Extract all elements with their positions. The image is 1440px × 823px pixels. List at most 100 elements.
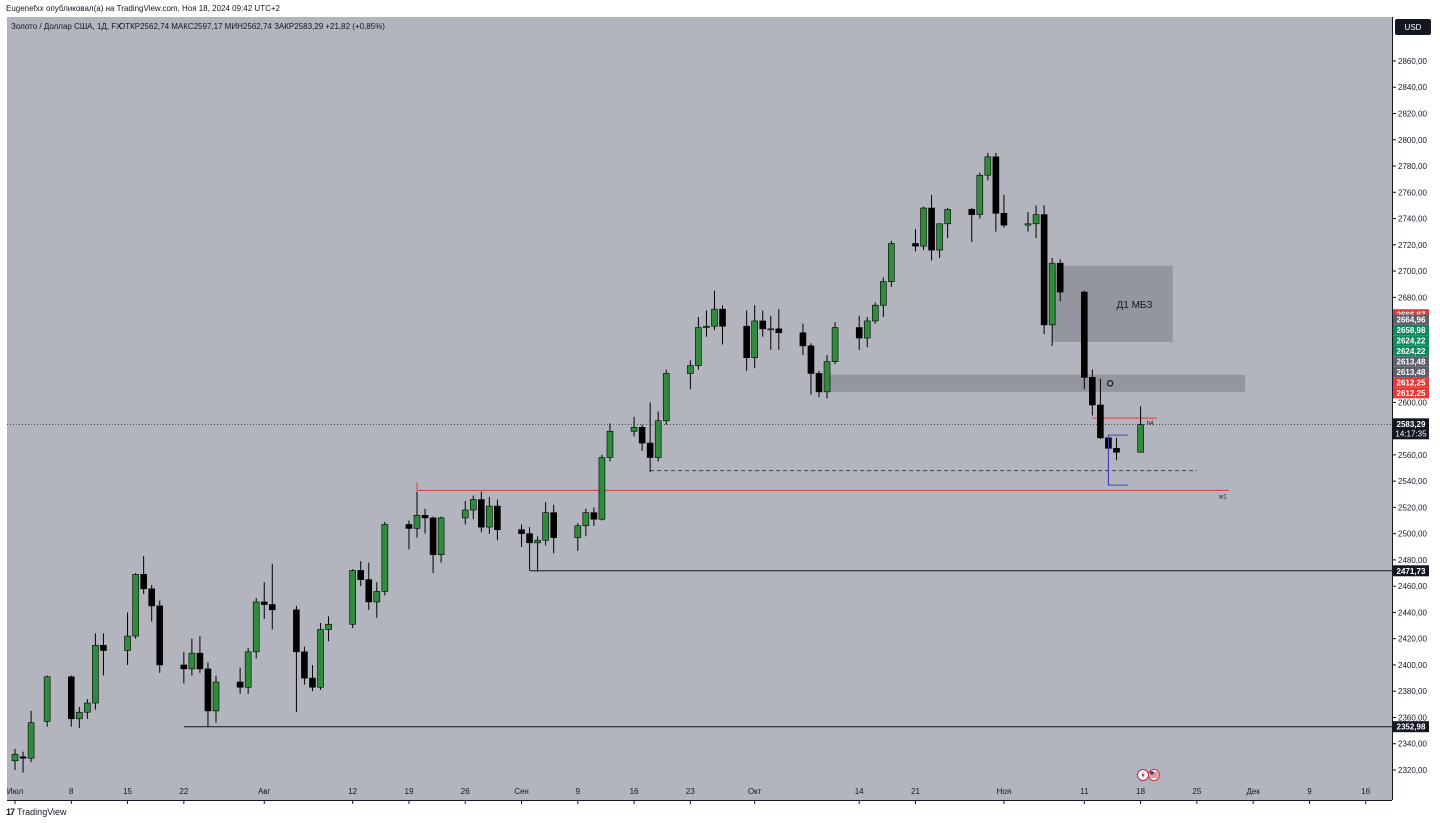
candle-body[interactable] (317, 629, 324, 688)
candle-body[interactable] (469, 499, 477, 511)
candle-body[interactable] (381, 524, 389, 592)
candle-body[interactable] (1081, 291, 1088, 378)
candle-body[interactable] (912, 243, 919, 247)
currency-button[interactable]: USD (1395, 19, 1431, 35)
candle-body[interactable] (743, 325, 750, 359)
candle-body[interactable] (156, 605, 164, 666)
candle-body[interactable] (534, 539, 541, 544)
candle-body[interactable] (1032, 214, 1040, 225)
candle-body[interactable] (204, 668, 212, 712)
currency-button-label[interactable]: USD (1405, 23, 1422, 32)
chart-pane[interactable] (7, 17, 1392, 800)
candle-body[interactable] (1097, 404, 1104, 439)
zone-rect[interactable] (1052, 265, 1173, 342)
candle-body[interactable] (598, 457, 606, 520)
zone-rect[interactable] (827, 374, 1246, 392)
candle-body[interactable] (76, 711, 83, 720)
candle-body[interactable] (188, 652, 196, 670)
range-bracket[interactable] (1107, 434, 1129, 486)
candle-body[interactable] (148, 588, 155, 607)
candle-body[interactable] (27, 722, 35, 759)
candle-body[interactable] (309, 677, 316, 688)
candle-body[interactable] (461, 509, 469, 519)
candle-body[interactable] (301, 651, 308, 679)
candle-body[interactable] (478, 499, 485, 528)
candle-body[interactable] (646, 442, 654, 458)
candle-body[interactable] (590, 512, 598, 520)
candle-body[interactable] (936, 223, 943, 251)
candle-body[interactable] (719, 308, 726, 327)
candle-body[interactable] (855, 327, 863, 339)
candle-body[interactable] (494, 505, 501, 531)
candle-body[interactable] (1000, 212, 1008, 226)
candle-body[interactable] (759, 320, 767, 330)
candle-body[interactable] (518, 529, 525, 534)
candle-body[interactable] (252, 601, 260, 653)
candle-body[interactable] (630, 427, 638, 432)
candle-body[interactable] (486, 505, 493, 528)
footer-brand[interactable]: 17 TradingView (6, 805, 67, 819)
candle-body[interactable] (293, 609, 300, 653)
candle-body[interactable] (976, 174, 984, 215)
candle-body[interactable] (831, 327, 839, 362)
candle-body[interactable] (421, 514, 429, 519)
candle-body[interactable] (413, 514, 421, 529)
candle-body[interactable] (67, 676, 75, 720)
candle-body[interactable] (807, 345, 815, 374)
candle-body[interactable] (43, 676, 51, 722)
candle-body[interactable] (823, 361, 831, 393)
candle-body[interactable] (365, 579, 373, 603)
currency-button-bg[interactable] (1395, 19, 1431, 35)
candle-body[interactable] (244, 651, 252, 688)
candle-body[interactable] (751, 320, 758, 359)
candle-body[interactable] (180, 664, 188, 670)
candle-body[interactable] (767, 328, 775, 331)
candle-body[interactable] (1089, 377, 1096, 406)
candle-body[interactable] (992, 156, 1000, 214)
candle-body[interactable] (212, 681, 220, 712)
candle-body[interactable] (1040, 214, 1048, 326)
candle-body[interactable] (325, 623, 332, 630)
candle-body[interactable] (863, 320, 871, 339)
candle-body[interactable] (662, 373, 670, 422)
candle-body[interactable] (928, 207, 935, 251)
candle-body[interactable] (638, 427, 646, 444)
price-scale[interactable]: 2320,00 2340,00 2360,00 2380,00 2400,00 2420,… (1392, 57, 1427, 775)
candle-body[interactable] (11, 753, 19, 762)
candle-body[interactable] (1137, 424, 1144, 453)
candle-body[interactable] (871, 304, 879, 322)
candle-body[interactable] (1024, 223, 1032, 226)
candle-body[interactable] (100, 644, 107, 651)
candle-body[interactable] (357, 570, 365, 580)
event-icons[interactable] (1137, 769, 1160, 781)
candle-body[interactable] (654, 420, 662, 458)
candle-body[interactable] (550, 512, 557, 538)
candle-body[interactable] (984, 156, 992, 176)
candle-body[interactable] (1048, 262, 1056, 326)
candle-body[interactable] (349, 570, 356, 625)
candle-body[interactable] (582, 512, 590, 527)
candle-body[interactable] (526, 533, 533, 544)
candle-body[interactable] (268, 604, 276, 611)
candle-body[interactable] (687, 365, 694, 374)
candle-body[interactable] (405, 524, 413, 529)
candle-body[interactable] (19, 756, 27, 759)
drag-handle-icon[interactable] (1106, 380, 1114, 387)
candle-body[interactable] (711, 308, 718, 327)
candles-layer[interactable] (0, 152, 1144, 773)
candle-body[interactable] (1056, 262, 1064, 293)
candle-body[interactable] (236, 681, 244, 688)
candle-body[interactable] (799, 332, 807, 347)
candle-body[interactable] (92, 644, 99, 704)
candle-body[interactable] (84, 702, 91, 713)
legend-symbol[interactable]: Золото / Доллар США, 1Д, FX (11, 22, 122, 31)
candle-body[interactable] (574, 525, 582, 538)
candle-body[interactable] (196, 652, 204, 670)
candle-body[interactable] (703, 325, 710, 328)
time-scale[interactable]: Июл 8 15 22 Авг 12 19 26 Сен 9 16 23 Окт 14 21 Ноя 11 18 2… (7, 787, 1371, 804)
candle-body[interactable] (880, 281, 887, 306)
candle-body[interactable] (260, 601, 268, 605)
candle-body[interactable] (373, 591, 381, 603)
candle-body[interactable] (815, 373, 823, 393)
